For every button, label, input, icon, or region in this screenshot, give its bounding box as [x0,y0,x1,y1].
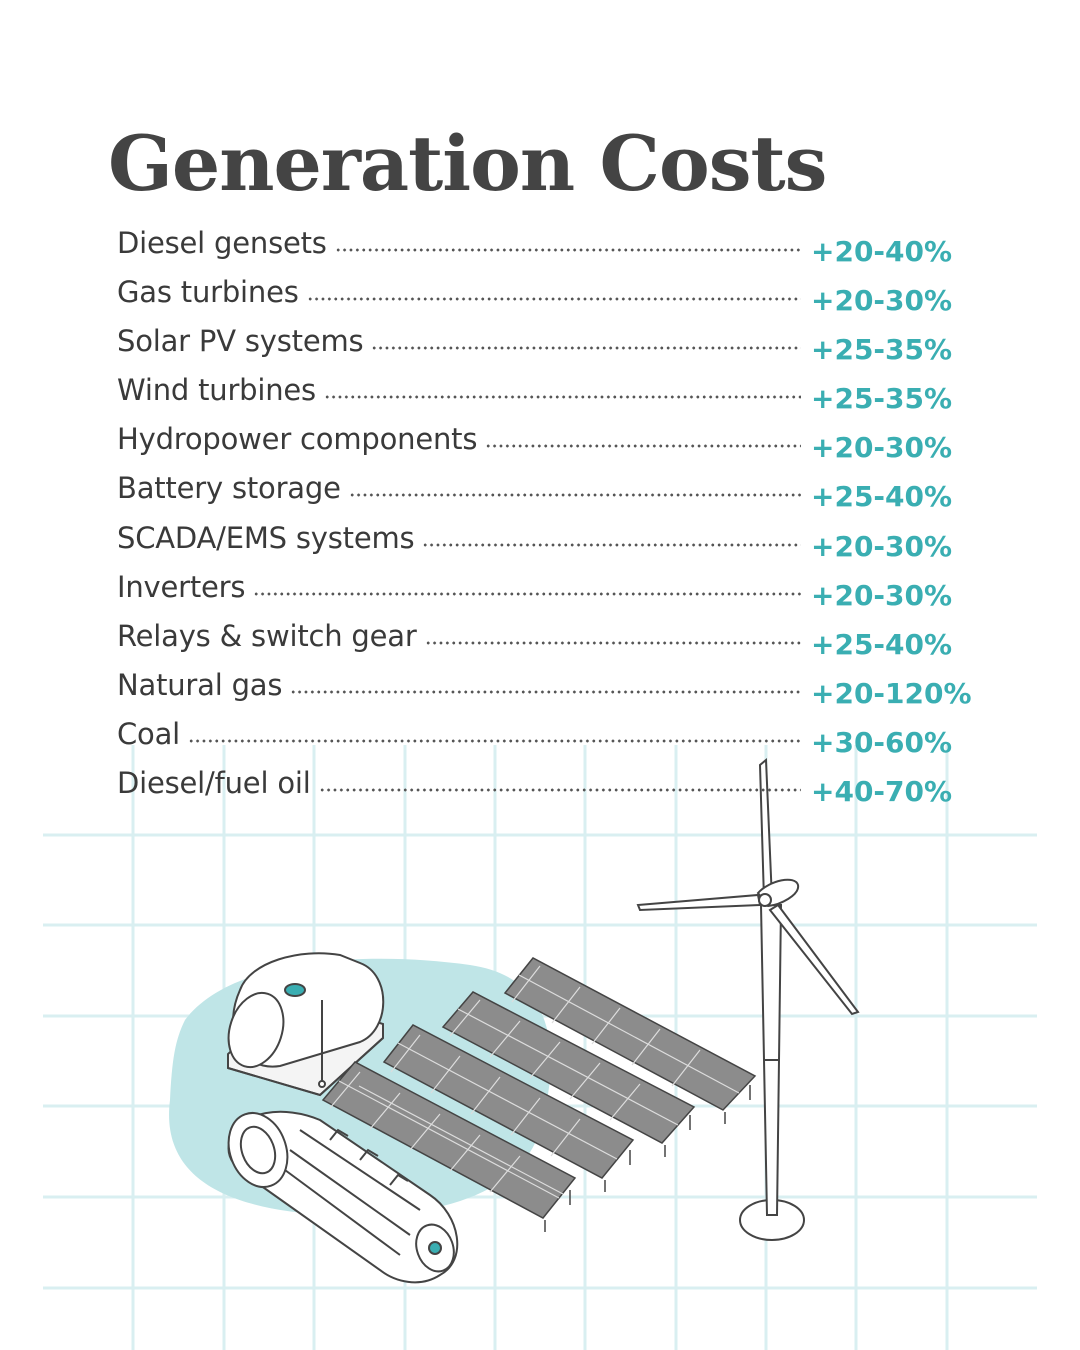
cost-row-label: Diesel gensets [117,226,327,260]
cost-row-value: +20-30% [811,578,953,612]
cost-row-value: +25-40% [811,480,953,514]
gas-turbine-icon [227,1110,459,1284]
cost-row-label: Relays & switch gear [117,618,417,653]
cost-row: Hydropower components +20-30% [117,422,957,471]
dot-leader [188,736,801,745]
cost-row-value: +40-70% [811,775,953,809]
dot-leader [422,540,801,549]
cost-row: Battery storage +25-40% [117,471,957,520]
dot-leader [334,246,801,254]
page-title: Generation Costs [108,119,827,208]
cost-row: Relays & switch gear +25-40% [117,619,957,668]
dot-leader [424,638,801,647]
cost-row-value: +30-60% [811,725,953,759]
cost-row-value: +25-40% [811,627,953,661]
cost-row-value: +20-120% [811,676,972,710]
cost-row: Natural gas +20-120% [117,667,972,717]
cost-row-value: +20-40% [811,235,953,268]
cost-row: Diesel/fuel oil +40-70% [117,766,957,815]
dot-leader [290,687,801,696]
cost-row-label: Natural gas [117,667,283,702]
cost-row: Diesel gensets +20-40% [117,226,957,275]
cost-row-label: Hydropower components [117,422,478,457]
cost-row: Gas turbines +20-30% [117,275,957,324]
cost-row-value: +20-30% [811,529,953,563]
fuel-tank-icon [227,952,385,1097]
cost-row: SCADA/EMS systems +20-30% [117,521,957,570]
cost-row-label: Wind turbines [117,373,316,408]
cost-row-label: SCADA/EMS systems [117,520,415,555]
cost-list: Diesel gensets +20-40% Gas turbines +20-… [117,226,972,815]
cost-row-value: +25-35% [811,382,953,416]
cost-row-value: +20-30% [811,431,953,465]
dot-leader [318,786,801,795]
dot-leader [323,393,801,402]
cost-row: Wind turbines +25-35% [117,373,957,422]
dot-leader [306,295,801,304]
cost-row-value: +20-30% [811,284,953,318]
cost-row: Inverters +20-30% [117,570,957,619]
cost-row-label: Gas turbines [117,275,299,310]
cost-row-label: Battery storage [117,471,341,506]
wind-turbine-icon [636,757,860,1241]
cost-row-value: +25-35% [811,333,953,367]
cost-row-label: Solar PV systems [117,324,364,359]
dot-leader [253,589,801,598]
cost-row: Coal +30-60% [117,717,957,766]
cost-row-label: Inverters [117,569,246,604]
dot-leader [485,442,801,451]
cost-row: Solar PV systems +25-35% [117,324,957,373]
dot-leader [348,491,801,500]
solar-panel-array-icon [321,957,757,1232]
dot-leader [371,344,801,353]
cost-row-label: Coal [117,716,181,751]
cost-row-label: Diesel/fuel oil [117,766,311,801]
